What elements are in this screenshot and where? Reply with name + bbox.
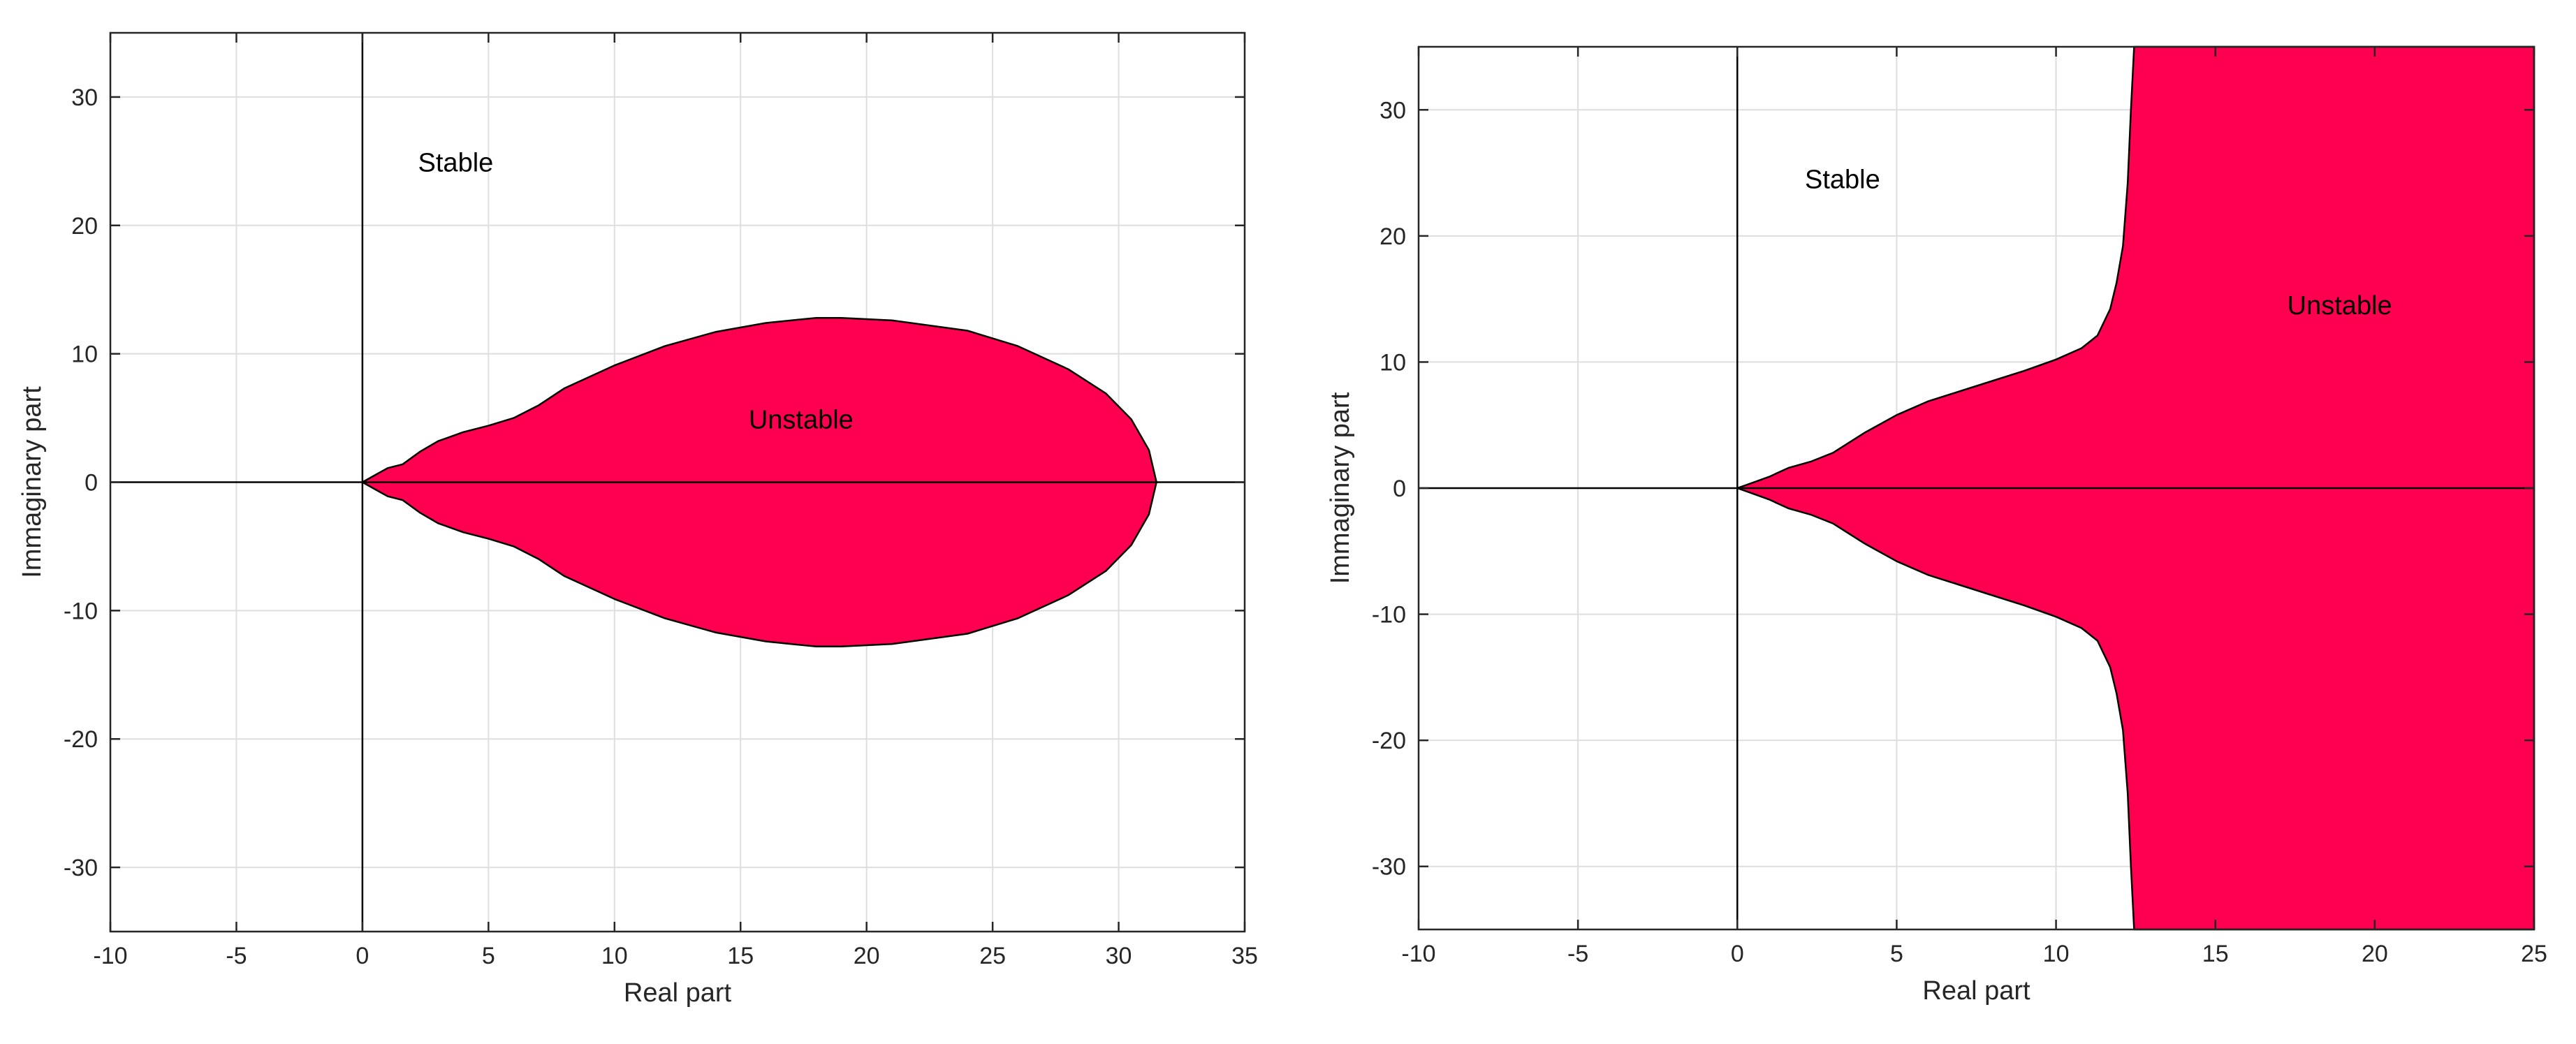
x-tick-label: 35 xyxy=(1231,943,1258,969)
x-tick-label: -5 xyxy=(226,943,247,969)
y-axis-label: Immaginary part xyxy=(1326,392,1355,584)
x-axis-label: Real part xyxy=(1922,976,2030,1006)
y-tick-label: -30 xyxy=(64,855,98,881)
y-axis-label: Immaginary part xyxy=(17,386,47,578)
chart-panel-right: -10 -5 0 5 10 15 20 25 -30 -20 -10 0 10 20 30 Real part… xyxy=(1326,45,2547,1006)
y-tick-label: 30 xyxy=(1380,97,1406,124)
x-axis-label: Real part xyxy=(624,978,732,1008)
x-tick-label: 25 xyxy=(2521,941,2547,967)
x-tick-label: 5 xyxy=(482,943,495,969)
x-tick-label: 0 xyxy=(1731,941,1744,967)
annotation-unstable: Unstable xyxy=(749,405,854,434)
x-tick-label: 15 xyxy=(2202,941,2229,967)
annotation-stable: Stable xyxy=(418,149,494,178)
x-tick-label: 10 xyxy=(601,943,628,969)
x-tick-label: 0 xyxy=(356,943,369,969)
x-tick-label: 25 xyxy=(979,943,1006,969)
y-tick-label: -20 xyxy=(64,726,98,753)
chart-panel-left: -10 -5 0 5 10 15 20 25 30 35 -30 -20 -10 0 10 20 30 Real … xyxy=(17,31,1258,1008)
x-tick-label: 30 xyxy=(1106,943,1132,969)
x-tick-label: 20 xyxy=(2362,941,2388,967)
y-tick-label: -20 xyxy=(1372,728,1406,754)
x-tick-label: 20 xyxy=(854,943,880,969)
x-tick-label: -10 xyxy=(1401,941,1435,967)
annotation-stable: Stable xyxy=(1805,166,1880,195)
y-tick-label: 20 xyxy=(1380,223,1406,250)
x-tick-label: 10 xyxy=(2043,941,2070,967)
y-tick-label: -30 xyxy=(1372,854,1406,881)
x-tick-label: -10 xyxy=(93,943,127,969)
y-tick-label: -10 xyxy=(1372,602,1406,628)
x-tick-label: 15 xyxy=(727,943,754,969)
y-tick-label: 20 xyxy=(71,213,98,240)
annotation-unstable: Unstable xyxy=(2288,291,2392,321)
y-tick-label: 30 xyxy=(71,84,98,111)
y-tick-label: -10 xyxy=(64,598,98,624)
y-tick-label: 0 xyxy=(1393,476,1406,502)
y-tick-label: 10 xyxy=(71,341,98,368)
x-tick-label: 5 xyxy=(1890,941,1903,967)
y-tick-label: 10 xyxy=(1380,349,1406,376)
x-tick-label: -5 xyxy=(1567,941,1588,967)
y-tick-label: 0 xyxy=(85,470,98,497)
